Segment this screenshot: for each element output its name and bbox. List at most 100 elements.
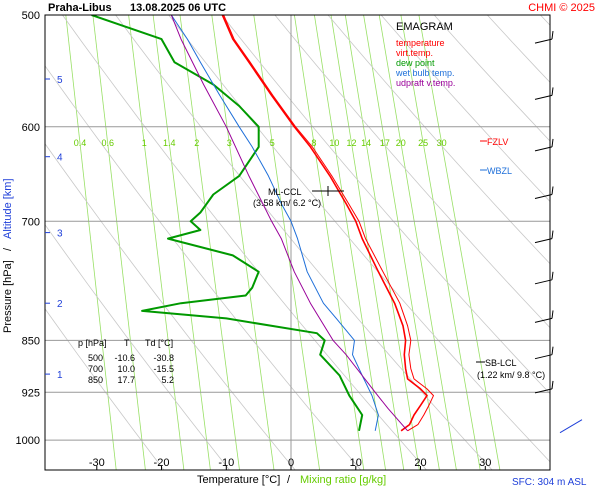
mixing-ratio-label: 2: [194, 138, 199, 148]
temperature-tick-label: 0: [288, 457, 294, 469]
temperature-line: [221, 15, 428, 432]
altitude-tick-label: 1: [57, 370, 63, 381]
temperature-tick-label: 10: [350, 457, 362, 469]
x-axis-label: Temperature [°C]: [197, 474, 280, 486]
fzlv-label: FZLV: [487, 137, 508, 147]
dry-adiabat: [433, 15, 550, 142]
mixing-ratio-line: [253, 15, 320, 470]
pressure-tick-label: 500: [22, 10, 40, 22]
mixing-ratio-line: [400, 15, 481, 470]
legend-virt-temp: virt.temp.: [396, 48, 433, 58]
mixing-ratio-line: [363, 15, 440, 470]
mixing-ratio-label: 1: [142, 138, 147, 148]
table-cell: 17.7: [117, 375, 135, 385]
altitude-tick-label: 2: [57, 299, 63, 310]
surface-wind-barb: [559, 419, 583, 434]
mixing-ratio-label: 3: [227, 138, 232, 148]
wind-barb-staff: [534, 238, 553, 244]
mixing-ratio-label: 30: [437, 138, 447, 148]
table-cell: 700: [88, 364, 103, 374]
wind-barb-feather: [551, 31, 554, 40]
table-header-p: p [hPa]: [78, 338, 107, 348]
mixing-ratio-line: [128, 15, 185, 470]
y-axis-label: Pressure [hPa]: [2, 260, 14, 333]
virtual-temperature-line: [223, 15, 434, 432]
mixing-ratio-label: 5: [270, 138, 275, 148]
mixing-ratio-label: 0.4: [74, 138, 87, 148]
mixing-ratio-line: [378, 15, 457, 470]
wind-barb-feather: [551, 310, 554, 319]
wind-barb-staff: [534, 94, 553, 100]
table-header-t: T: [124, 338, 130, 348]
wind-barb-feather: [551, 186, 554, 195]
mixing-ratio-label: 10: [329, 138, 339, 148]
y-axis-separator: /: [2, 247, 14, 251]
altitude-tick-label: 4: [57, 153, 63, 164]
mixing-ratio-line: [65, 15, 117, 470]
table-header-td: Td [°C]: [145, 338, 173, 348]
dry-adiabat: [327, 15, 550, 265]
ml-ccl-label: ML-CCL: [268, 187, 302, 197]
dry-adiabat: [45, 143, 296, 470]
mixing-ratio-label: 17: [380, 138, 390, 148]
observation-datetime: 13.08.2025 06 UTC: [130, 2, 226, 14]
surface-elevation: SFC: 304 m ASL: [512, 477, 587, 488]
temperature-tick-label: 20: [414, 457, 426, 469]
mixing-ratio-line: [344, 15, 420, 470]
altitude-tick-label: 5: [57, 75, 63, 86]
sounding-table: p [hPa] T Td [°C] 500 -10.6 -30.8 700 10…: [78, 338, 174, 385]
altitude-tick-label: 3: [57, 229, 63, 240]
mixing-ratio-label: 1.4: [163, 138, 176, 148]
wind-barb-feather: [551, 271, 554, 280]
plot-frame: [44, 14, 551, 471]
dry-adiabat: [45, 223, 230, 470]
sb-lcl-label: SB-LCL: [485, 358, 517, 368]
y-axis-label-altitude: Altitude [km]: [2, 178, 14, 239]
mixing-ratio-label: 20: [396, 138, 406, 148]
legend-temperature: temperature: [396, 38, 445, 48]
mixing-ratio-label: 8: [311, 138, 316, 148]
table-cell: -15.5: [153, 364, 174, 374]
table-cell: 850: [88, 375, 103, 385]
mixing-ratio-line: [294, 15, 365, 470]
x-axis-title: Temperature [°C] / Mixing ratio [g/kg]: [197, 474, 386, 486]
wind-barb-staff: [534, 354, 553, 360]
mixing-ratio-line: [314, 15, 386, 470]
table-cell: 10.0: [117, 364, 135, 374]
legend-dew-point: dew point: [396, 58, 435, 68]
dry-adiabat: [221, 15, 550, 395]
chart-title: EMAGRAM: [396, 21, 453, 33]
table-cell: 500: [88, 353, 103, 363]
wind-barb-staff: [534, 279, 553, 285]
temperature-tick-label: -30: [89, 457, 105, 469]
dry-adiabat: [380, 15, 550, 203]
plot-area: [45, 15, 550, 470]
legend-updraft-vtemp: udpraft v.temp.: [396, 78, 455, 88]
table-cell: 5.2: [161, 375, 174, 385]
wind-barb-feather: [551, 346, 554, 355]
updraft-virtual-temperature-line: [170, 15, 408, 432]
legend-wet-bulb: wet bulb temp.: [395, 68, 455, 78]
sb-lcl-detail: (1.22 km/ 9.8 °C): [477, 370, 545, 380]
mixing-ratio-line: [179, 15, 240, 470]
dry-adiabat: [115, 15, 493, 470]
x-axis-label-mixing: Mixing ratio [g/kg]: [300, 474, 386, 486]
dry-adiabat: [594, 15, 600, 470]
temperature-tick-label: -20: [154, 457, 170, 469]
mixing-ratio-label: 12: [346, 138, 356, 148]
mixing-ratio-line: [92, 15, 146, 470]
y-axis-title: Pressure [hPa] / Altitude [km]: [2, 178, 14, 333]
temperature-tick-label: 30: [479, 457, 491, 469]
mixing-ratio-label: 0.6: [101, 138, 114, 148]
wind-barb-feather: [551, 380, 554, 389]
pressure-tick-label: 1000: [16, 435, 40, 447]
wind-barb-feather: [551, 87, 554, 96]
wind-barb-staff: [534, 388, 553, 394]
pressure-tick-label: 700: [22, 216, 40, 228]
mixing-ratio-label: 25: [418, 138, 428, 148]
mixing-ratio-line: [418, 15, 501, 470]
dew-point-line: [91, 15, 364, 431]
mixing-ratio-label: 14: [361, 138, 371, 148]
legend: EMAGRAM temperature virt.temp. dew point…: [395, 21, 455, 88]
